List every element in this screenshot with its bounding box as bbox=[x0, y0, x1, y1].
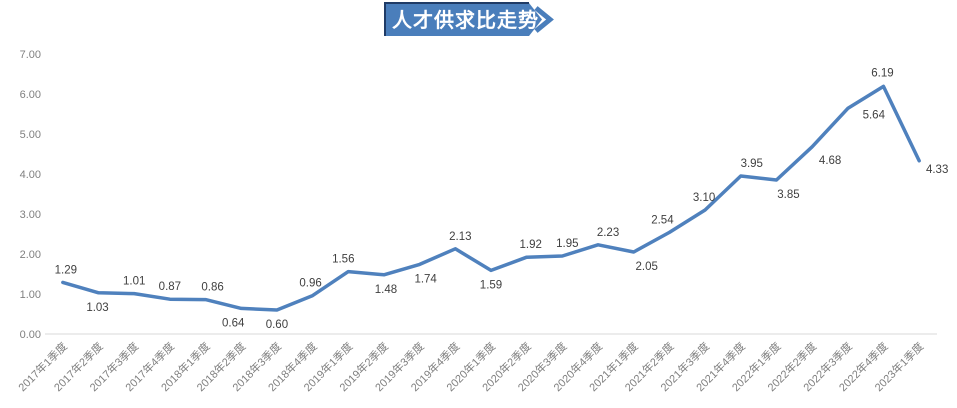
y-axis-tick-label: 6.00 bbox=[20, 89, 41, 101]
data-point-label: 0.60 bbox=[266, 319, 288, 331]
y-axis-tick-label: 3.00 bbox=[20, 209, 41, 221]
data-point-label: 1.29 bbox=[55, 264, 77, 276]
data-point-label: 1.92 bbox=[519, 239, 541, 251]
data-point-label: 0.86 bbox=[201, 282, 223, 294]
data-point-label: 1.03 bbox=[86, 302, 108, 314]
data-point-label: 2.05 bbox=[636, 261, 658, 273]
title-banner-border bbox=[384, 2, 529, 36]
y-axis-tick-label: 4.00 bbox=[20, 169, 41, 181]
y-axis-tick-label: 0.00 bbox=[20, 329, 41, 341]
data-point-label: 3.85 bbox=[777, 189, 799, 201]
data-point-label: 0.64 bbox=[222, 317, 245, 329]
chart-title-banner: 人才供求比走势 bbox=[384, 2, 554, 36]
data-point-label: 1.56 bbox=[332, 254, 354, 266]
y-axis-tick-label: 7.00 bbox=[20, 49, 41, 61]
chart-title: 人才供求比走势 bbox=[392, 8, 539, 32]
data-point-label: 1.74 bbox=[414, 273, 437, 285]
data-point-label: 3.10 bbox=[693, 192, 715, 204]
y-axis-tick-label: 5.00 bbox=[20, 129, 41, 141]
data-point-label: 3.95 bbox=[741, 158, 763, 170]
data-point-label: 1.01 bbox=[123, 276, 145, 288]
data-line-series bbox=[61, 84, 921, 312]
data-point-label: 2.54 bbox=[651, 214, 674, 226]
data-point-label: 4.68 bbox=[819, 155, 841, 167]
data-point-label: 6.19 bbox=[871, 67, 893, 79]
data-point-label: 1.95 bbox=[556, 238, 578, 250]
data-point-label: 1.59 bbox=[480, 279, 502, 291]
data-point-label: 2.13 bbox=[449, 231, 471, 243]
data-point-label: 2.23 bbox=[597, 227, 619, 239]
data-point-label: 5.64 bbox=[863, 109, 886, 121]
title-banner-shape bbox=[385, 3, 542, 36]
data-point-label: 4.33 bbox=[926, 164, 948, 176]
y-axis-tick-label: 1.00 bbox=[20, 289, 41, 301]
data-point-label: 0.96 bbox=[299, 278, 321, 290]
data-point-label: 1.48 bbox=[375, 284, 397, 296]
title-banner-chevron-icon bbox=[534, 6, 554, 33]
data-point-label: 0.87 bbox=[159, 281, 181, 293]
y-axis-tick-label: 2.00 bbox=[20, 249, 41, 261]
